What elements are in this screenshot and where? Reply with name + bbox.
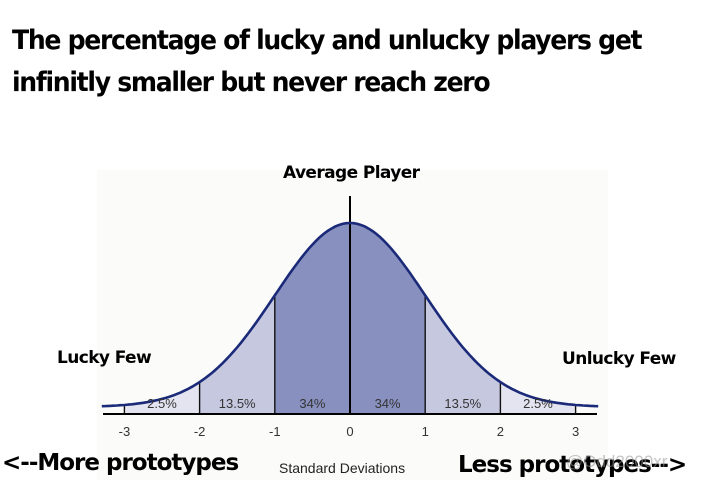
x-tick-label: 0 xyxy=(346,424,354,439)
unlucky-few-label: Unlucky Few xyxy=(562,349,676,369)
x-axis-label: Standard Deviations xyxy=(279,460,406,476)
more-prototypes-label: <--More prototypes xyxy=(2,450,239,476)
average-player-label: Average Player xyxy=(283,163,420,183)
band-percent-label: 13.5% xyxy=(218,396,256,411)
band-1 xyxy=(199,295,275,414)
sigma-bands xyxy=(123,223,577,414)
chart-title-line-1: The percentage of lucky and unlucky play… xyxy=(12,25,643,56)
band-percent-label: 2.5% xyxy=(523,396,553,411)
x-tick-label: 1 xyxy=(421,424,429,439)
normal-curve xyxy=(101,221,599,408)
chart-title-line-2: infinitly smaller but never reach zero xyxy=(12,67,491,98)
x-tick-label: 3 xyxy=(571,424,580,439)
watermark: @Odd2000xr xyxy=(566,452,668,471)
band-percent-label: 13.5% xyxy=(444,396,482,411)
band-2 xyxy=(274,223,350,414)
band-0 xyxy=(124,382,200,414)
band-4 xyxy=(425,295,501,414)
band-percent-label: 2.5% xyxy=(147,396,177,411)
band-5 xyxy=(500,382,576,414)
band-percent-label: 34% xyxy=(374,396,401,411)
x-tick-label: -2 xyxy=(193,424,206,439)
lucky-few-label: Lucky Few xyxy=(57,348,152,368)
x-tick-label: 2 xyxy=(496,424,505,439)
x-tick-label: -3 xyxy=(118,424,131,439)
x-tick-label: -1 xyxy=(269,424,281,439)
chart-title: The percentage of lucky and unlucky play… xyxy=(12,20,654,104)
band-3 xyxy=(350,223,426,414)
band-percent-label: 34% xyxy=(299,396,326,411)
less-prototypes-label: Less prototypes--> xyxy=(458,452,687,478)
